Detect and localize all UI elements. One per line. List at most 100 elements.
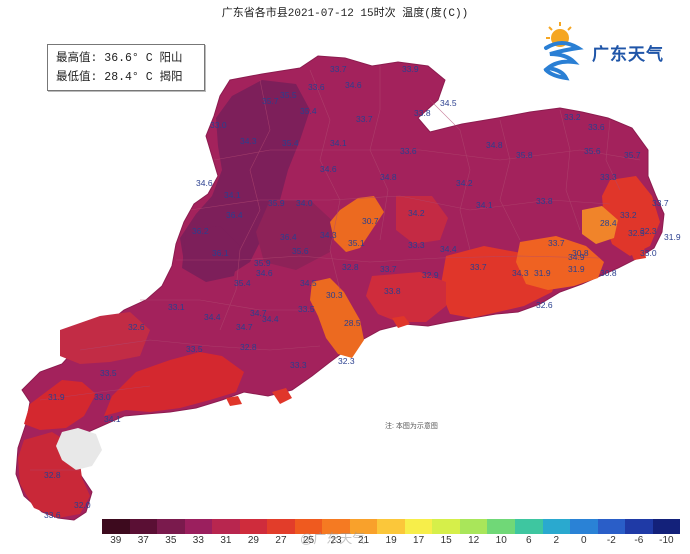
station-temperature-label: 33.6 xyxy=(588,122,605,132)
legend-tick-label: 31 xyxy=(220,535,232,546)
station-temperature-label: 28.4 xyxy=(600,218,617,228)
legend-swatch xyxy=(625,519,653,534)
station-temperature-label: 30.8 xyxy=(600,268,617,278)
station-temperature-label: 32.8 xyxy=(342,262,359,272)
county-boundaries xyxy=(30,66,641,471)
station-temperature-label: 34.1 xyxy=(330,138,347,148)
station-temperature-label: 33.3 xyxy=(290,360,307,370)
legend-swatch xyxy=(377,519,405,534)
station-temperature-label: 34.3 xyxy=(512,268,529,278)
station-temperature-label: 33.7 xyxy=(548,238,565,248)
region-warm xyxy=(366,272,446,322)
station-temperature-label: 34.6 xyxy=(196,178,213,188)
station-temperature-label: 33.0 xyxy=(94,392,111,402)
legend-swatch xyxy=(432,519,460,534)
legend-swatch xyxy=(514,519,543,534)
legend-swatch xyxy=(239,519,268,534)
extremes-box: 最高值: 36.6° C 阳山 最低值: 28.4° C 揭阳 xyxy=(47,44,205,91)
map-note: 注: 本图为示意图 xyxy=(385,423,438,430)
region-warm xyxy=(396,196,448,244)
legend-tick-label: -6 xyxy=(634,535,644,546)
legend-tick-label: 35 xyxy=(165,535,177,546)
station-temperature-label: 31.9 xyxy=(568,264,585,274)
station-temperature-label: 34.6 xyxy=(256,268,273,278)
station-temperature-label: 31.9 xyxy=(534,268,551,278)
legend-tick-label: 33 xyxy=(192,535,204,546)
station-temperature-label: 33.7 xyxy=(380,264,397,274)
station-temperature-label: 34.4 xyxy=(262,314,279,324)
station-temperature-label: 34.8 xyxy=(486,140,503,150)
legend-swatch xyxy=(129,519,158,534)
station-temperature-label: 34.5 xyxy=(300,278,317,288)
watermark: @广东天气 xyxy=(300,531,366,546)
station-temperature-label: 34.7 xyxy=(236,322,253,332)
station-temperature-label: 33.6 xyxy=(44,510,61,520)
station-temperature-label: 35.4 xyxy=(282,138,299,148)
station-temperature-label: 32.3 xyxy=(338,356,355,366)
station-temperature-label: 36.2 xyxy=(192,226,209,236)
legend-tick-label: 25 xyxy=(302,535,315,546)
region-cooler xyxy=(582,206,618,244)
station-temperature-label: 31.9 xyxy=(664,232,681,242)
legend-tick-label: 39 xyxy=(110,535,122,546)
station-temperature-label: 33.7 xyxy=(470,262,487,272)
region-cooler xyxy=(516,236,604,290)
station-temperature-label: 35.4 xyxy=(300,106,317,116)
legend-swatch xyxy=(184,519,213,534)
station-temperature-label: 33.7 xyxy=(330,64,347,74)
map-title: 广东省各市县2021-07-12 15时次 温度(度(C)) xyxy=(221,8,469,20)
station-temperature-label: 30.7 xyxy=(362,216,379,226)
legend-tick-label: 21 xyxy=(357,535,370,546)
station-temperature-label: 36.4 xyxy=(226,210,243,220)
legend-swatch xyxy=(570,519,598,534)
station-temperature-label: 33.8 xyxy=(414,108,431,118)
legend-ticks: 39 37 35 33 31 29 27 25 23 21 19 17 15 12 10 6 2 0 -2 -6 -10 xyxy=(102,535,680,546)
legend-tick-label: 15 xyxy=(440,535,452,546)
legend-tick-label: 10 xyxy=(495,535,507,546)
station-temperature-label: 33.0 xyxy=(210,120,227,130)
station-temperature-label: 32.9 xyxy=(422,270,439,280)
region-warm xyxy=(24,380,96,430)
station-temperature-label: 33.0 xyxy=(640,248,657,258)
station-temperature-label: 34.2 xyxy=(408,208,425,218)
station-temperature-label: 35.6 xyxy=(292,246,309,256)
color-legend xyxy=(102,519,681,534)
station-temperature-label: 34.4 xyxy=(204,312,221,322)
legend-tick-label: 6 xyxy=(525,535,532,546)
station-temperature-label: 33.6 xyxy=(400,146,417,156)
station-temperature-label: 35.7 xyxy=(624,150,641,160)
station-temperature-label: 36.4 xyxy=(280,232,297,242)
legend-swatch xyxy=(597,519,626,534)
region-warm xyxy=(60,312,150,364)
region-hot xyxy=(182,226,240,282)
station-temperature-label: 34.5 xyxy=(440,98,457,108)
station-temperature-label: 32.8 xyxy=(44,470,61,480)
station-temperature-label: 35.7 xyxy=(262,96,279,106)
station-temperature-label: 33.2 xyxy=(620,210,637,220)
station-temperature-label: 33.6 xyxy=(308,82,325,92)
station-temperature-label: 35.8 xyxy=(516,150,533,160)
legend-swatch xyxy=(102,519,130,534)
legend-tick-label: 23 xyxy=(330,535,342,546)
legend-swatch xyxy=(487,519,515,534)
station-temperature-label: 35.9 xyxy=(268,198,285,208)
legend-tick-label: 2 xyxy=(553,535,560,546)
legend-swatch xyxy=(459,519,488,534)
legend-tick-label: 29 xyxy=(247,535,259,546)
station-temperature-label: 32.0 xyxy=(74,500,91,510)
station-temperature-label: 35.1 xyxy=(348,238,365,248)
legend-tick-label: 27 xyxy=(275,535,287,546)
legend-swatch xyxy=(267,519,295,534)
legend-swatch xyxy=(157,519,185,534)
station-temperature-label: 33.5 xyxy=(186,344,203,354)
region-nodata xyxy=(56,428,102,470)
station-temperature-label: 35.5 xyxy=(280,90,297,100)
station-temperature-label: 34.1 xyxy=(476,200,493,210)
station-temperature-label: 30.3 xyxy=(326,290,343,300)
legend-tick-label: 12 xyxy=(468,535,480,546)
legend-tick-label: -10 xyxy=(659,535,674,546)
legend-swatch xyxy=(294,519,323,534)
station-temperature-label: 34.8 xyxy=(380,172,397,182)
legend-swatch xyxy=(404,519,433,534)
